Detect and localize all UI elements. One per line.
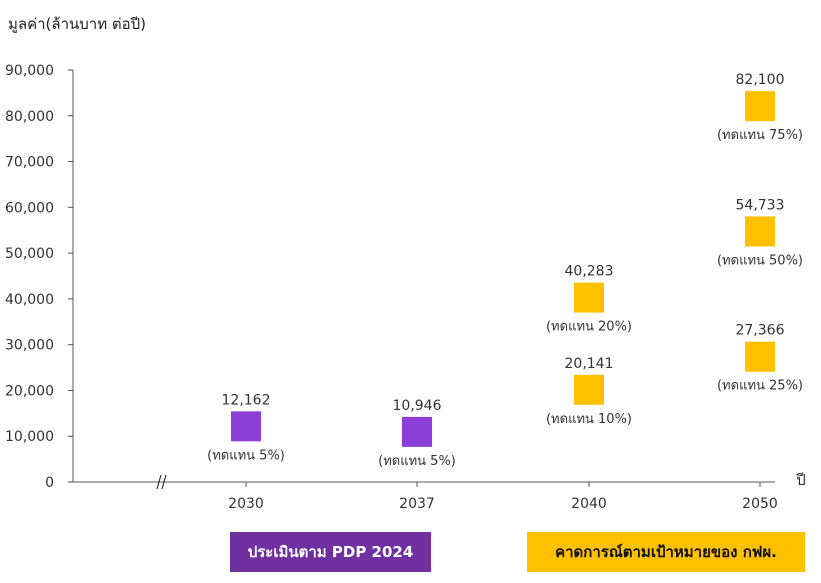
- data-point-marker: [745, 341, 775, 372]
- legend-egat-target: คาดการณ์ตามเป้าหมายของ กฟผ.: [527, 532, 805, 572]
- y-tick-label: 50,000: [5, 246, 54, 262]
- data-label: 10,946: [393, 398, 442, 414]
- y-tick-label: 20,000: [5, 383, 54, 399]
- axis-break-mark: [156, 474, 162, 490]
- data-point-marker: [574, 374, 604, 405]
- data-label: 54,733: [736, 197, 785, 213]
- y-tick-label: 90,000: [5, 63, 54, 79]
- data-note-label: (ทดแทน 10%): [546, 412, 632, 427]
- y-tick-label: 60,000: [5, 200, 54, 216]
- data-label: 27,366: [736, 323, 785, 339]
- y-tick-label: 40,000: [5, 292, 54, 308]
- data-label: 20,141: [565, 356, 614, 372]
- data-point-marker: [745, 91, 775, 122]
- data-point-marker: [745, 216, 775, 247]
- data-label: 82,100: [736, 72, 785, 88]
- y-tick-label: 80,000: [5, 109, 54, 125]
- data-note-label: (ทดแทน 25%): [717, 379, 803, 394]
- y-axis-title: มูลค่า(ล้านบาท ต่อปี): [8, 15, 146, 33]
- x-tick-label: 2037: [399, 496, 435, 512]
- data-note-label: (ทดแทน 5%): [207, 448, 285, 463]
- data-note-label: (ทดแทน 5%): [378, 454, 456, 469]
- x-axis-title: ปี: [795, 471, 805, 489]
- chart-canvas: 0 10,000 20,000 30,000 40,000 50,000 60,000 70,…: [5, 63, 806, 512]
- legend-pdp-2024: ประเมินตาม PDP 2024: [230, 532, 431, 572]
- data-point-marker: [402, 416, 432, 447]
- data-note-label: (ทดแทน 20%): [546, 320, 632, 335]
- y-tick-label: 10,000: [5, 429, 54, 445]
- data-point-marker: [574, 282, 604, 313]
- x-tick-label: 2040: [571, 496, 607, 512]
- data-label: 40,283: [565, 264, 614, 280]
- axis-break-mark: [161, 474, 167, 490]
- data-label: 12,162: [222, 392, 271, 408]
- y-tick-label: 0: [45, 475, 54, 491]
- y-tick-label: 30,000: [5, 338, 54, 354]
- y-tick-label: 70,000: [5, 155, 54, 171]
- x-tick-label: 2030: [228, 496, 264, 512]
- data-note-label: (ทดแทน 75%): [717, 128, 803, 143]
- x-tick-label: 2050: [742, 496, 778, 512]
- data-note-label: (ทดแทน 50%): [717, 253, 803, 268]
- data-point-marker: [231, 411, 261, 442]
